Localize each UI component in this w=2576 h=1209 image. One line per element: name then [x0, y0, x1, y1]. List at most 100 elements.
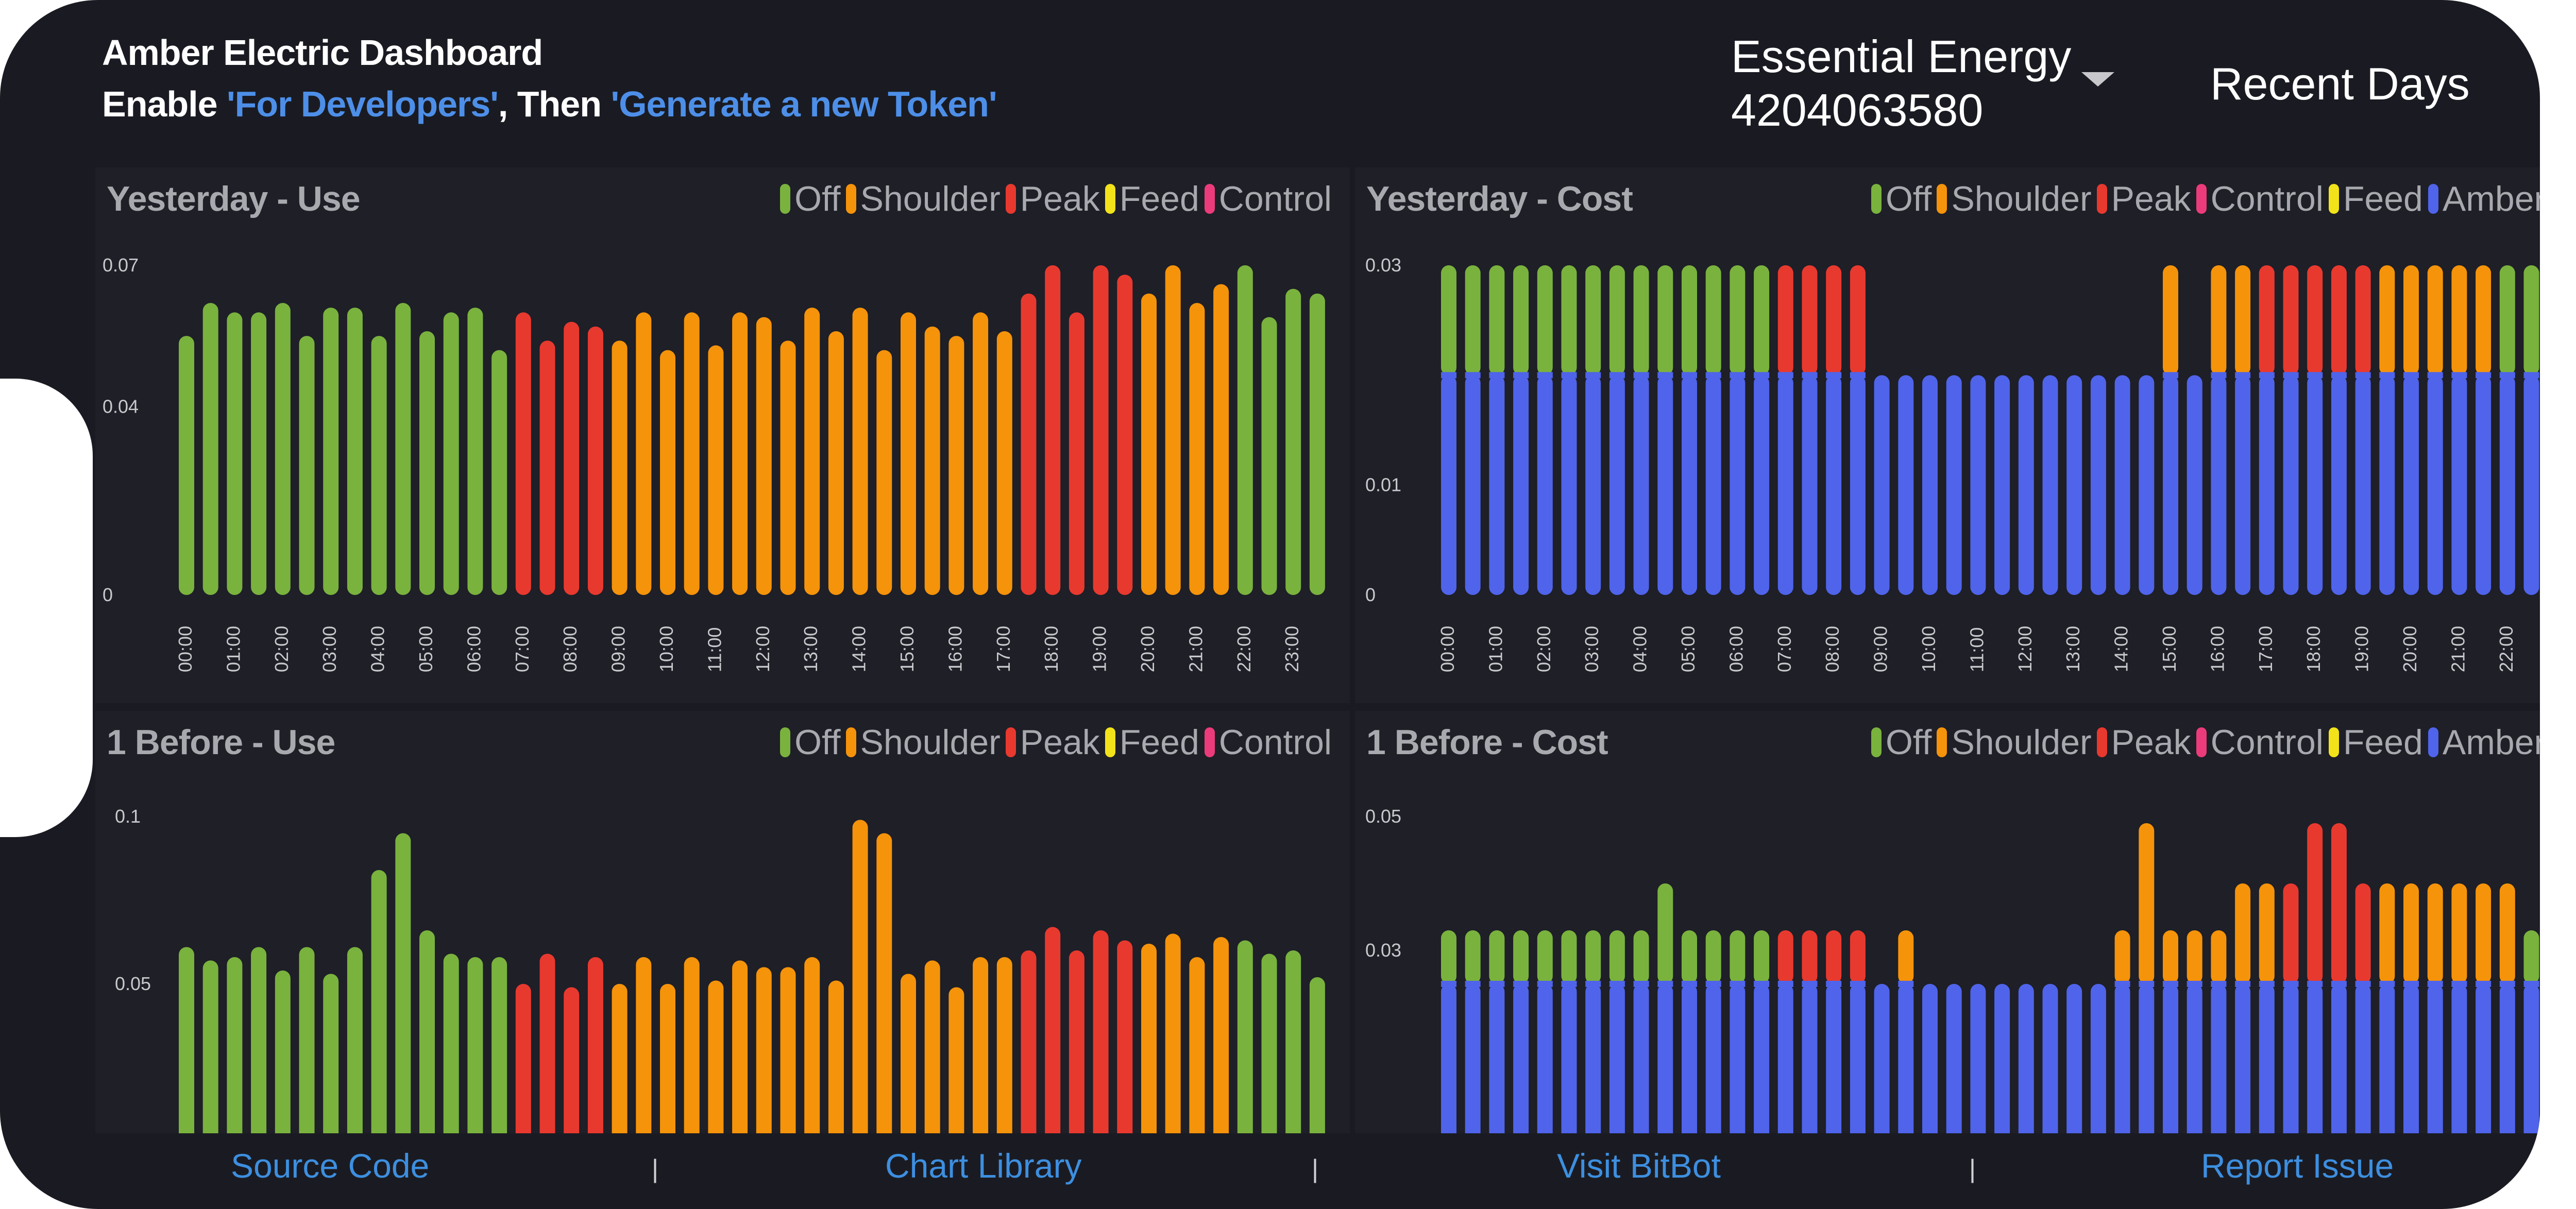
legend-item-control[interactable]: Control — [2196, 179, 2324, 219]
bar-amber[interactable] — [1946, 375, 1962, 595]
bar-amber[interactable] — [1946, 984, 1962, 1133]
bar-off[interactable] — [202, 303, 218, 595]
bar-peak[interactable] — [1093, 930, 1109, 1133]
bar-peak-segment[interactable] — [1850, 930, 1866, 984]
bar-shoulder[interactable] — [948, 336, 964, 595]
bar-amber-segment[interactable] — [2307, 984, 2323, 1133]
bar-amber-segment[interactable] — [1730, 984, 1745, 1133]
bar-amber-segment[interactable] — [1754, 984, 1770, 1133]
bar-amber-segment[interactable] — [1537, 375, 1553, 595]
bar-amber-segment[interactable] — [2403, 375, 2419, 595]
bar-shoulder[interactable] — [973, 957, 989, 1133]
bar-off-segment[interactable] — [1585, 265, 1601, 376]
bar-amber[interactable] — [2066, 375, 2082, 595]
bar-off[interactable] — [179, 947, 194, 1134]
bar-amber-segment[interactable] — [2163, 375, 2178, 595]
bar-off[interactable] — [395, 303, 411, 595]
bar-off[interactable] — [299, 947, 315, 1134]
bar-amber-segment[interactable] — [2211, 375, 2227, 595]
bar-shoulder[interactable] — [780, 967, 796, 1134]
bar-shoulder[interactable] — [732, 312, 748, 595]
chevron-down-icon[interactable] — [2081, 72, 2114, 87]
bar-amber-segment[interactable] — [1802, 375, 1818, 595]
bar-peak[interactable] — [515, 984, 531, 1133]
legend-item-shoulder[interactable]: Shoulder — [1937, 722, 2092, 762]
bar-amber[interactable] — [2042, 375, 2058, 595]
bar-off[interactable] — [323, 308, 339, 595]
bar-peak-segment[interactable] — [1802, 930, 1818, 984]
bar-amber-segment[interactable] — [2427, 375, 2443, 595]
bar-shoulder[interactable] — [708, 345, 724, 595]
bar-shoulder[interactable] — [924, 960, 940, 1134]
bar-peak[interactable] — [1069, 312, 1084, 595]
legend-item-feed[interactable]: Feed — [2328, 179, 2423, 219]
bar-amber-segment[interactable] — [1489, 375, 1505, 595]
bar-shoulder[interactable] — [636, 957, 652, 1133]
bar-off[interactable] — [251, 947, 267, 1134]
bar-amber-segment[interactable] — [2499, 375, 2515, 595]
bar-amber-segment[interactable] — [2355, 984, 2371, 1133]
bar-peak[interactable] — [1093, 265, 1109, 595]
legend-item-off[interactable]: Off — [780, 179, 841, 219]
bar-off-segment[interactable] — [1754, 265, 1770, 376]
bar-off[interactable] — [492, 957, 507, 1133]
bar-shoulder[interactable] — [828, 331, 844, 595]
bar-amber-segment[interactable] — [2163, 984, 2178, 1133]
bar-amber-segment[interactable] — [2451, 984, 2467, 1133]
bar-off-segment[interactable] — [1561, 930, 1577, 984]
bar-amber-segment[interactable] — [2403, 984, 2419, 1133]
bar-peak-segment[interactable] — [1826, 265, 1842, 376]
bar-off[interactable] — [347, 947, 363, 1134]
bar-amber-segment[interactable] — [2379, 984, 2395, 1133]
bar-amber-segment[interactable] — [1585, 984, 1601, 1133]
bar-off[interactable] — [1261, 317, 1277, 595]
bar-amber[interactable] — [1970, 375, 1986, 595]
legend-item-shoulder[interactable]: Shoulder — [845, 179, 1001, 219]
bar-shoulder[interactable] — [1141, 944, 1157, 1133]
legend-item-control[interactable]: Control — [1204, 722, 1332, 762]
bar-off[interactable] — [347, 308, 363, 595]
bar-off-segment[interactable] — [2523, 265, 2539, 376]
bar-off-segment[interactable] — [2499, 265, 2515, 376]
bar-off-segment[interactable] — [1730, 930, 1745, 984]
legend-item-peak[interactable]: Peak — [2096, 179, 2191, 219]
bar-shoulder[interactable] — [660, 350, 675, 595]
bar-shoulder-segment[interactable] — [2476, 265, 2492, 376]
bar-off-segment[interactable] — [1609, 930, 1625, 984]
bar-peak[interactable] — [1045, 265, 1061, 595]
bar-amber[interactable] — [2018, 984, 2034, 1133]
bar-amber-segment[interactable] — [1441, 984, 1456, 1133]
bar-shoulder[interactable] — [828, 980, 844, 1134]
bar-shoulder-segment[interactable] — [2114, 930, 2130, 984]
bar-off-segment[interactable] — [1537, 930, 1553, 984]
bar-off[interactable] — [1237, 940, 1253, 1134]
bar-amber[interactable] — [1994, 984, 2010, 1133]
bar-off[interactable] — [467, 308, 483, 595]
bar-peak-segment[interactable] — [1850, 265, 1866, 376]
bar-shoulder-segment[interactable] — [2211, 265, 2227, 376]
legend-item-control[interactable]: Control — [1204, 179, 1332, 219]
bar-peak-segment[interactable] — [2283, 265, 2299, 376]
legend-item-off[interactable]: Off — [1871, 722, 1931, 762]
bar-off-segment[interactable] — [1441, 265, 1456, 376]
bar-off[interactable] — [467, 957, 483, 1133]
bar-amber-segment[interactable] — [2235, 375, 2251, 595]
bar-off-segment[interactable] — [1657, 265, 1673, 376]
bar-amber[interactable] — [1922, 984, 1938, 1133]
legend-item-control[interactable]: Control — [2196, 722, 2324, 762]
bar-amber-segment[interactable] — [1777, 984, 1793, 1133]
bar-shoulder[interactable] — [756, 317, 772, 595]
bar-shoulder[interactable] — [684, 957, 700, 1133]
bar-amber-segment[interactable] — [1561, 375, 1577, 595]
bar-off-segment[interactable] — [1705, 930, 1721, 984]
bar-off[interactable] — [251, 312, 267, 595]
bar-off-segment[interactable] — [1754, 930, 1770, 984]
bar-shoulder-segment[interactable] — [2451, 265, 2467, 376]
bar-off-segment[interactable] — [1730, 265, 1745, 376]
bar-amber-segment[interactable] — [2379, 375, 2395, 595]
bar-shoulder-segment[interactable] — [2427, 883, 2443, 984]
bar-shoulder[interactable] — [852, 308, 868, 595]
bar-peak-segment[interactable] — [2331, 823, 2347, 984]
legend-item-off[interactable]: Off — [780, 722, 841, 762]
bar-off-segment[interactable] — [1537, 265, 1553, 376]
